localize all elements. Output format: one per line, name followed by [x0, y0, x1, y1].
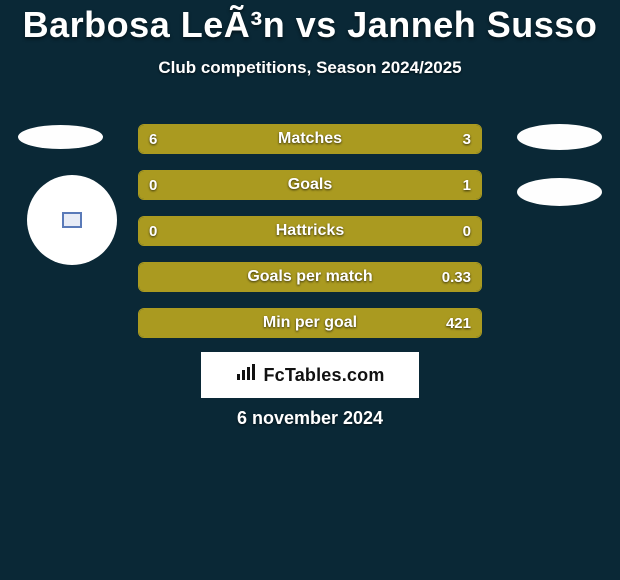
avatar-right-top: [517, 124, 602, 150]
stat-bar-right: [367, 125, 481, 153]
date-label: 6 november 2024: [0, 408, 620, 429]
stat-row-matches: 6 Matches 3: [138, 124, 482, 154]
badge-placeholder-icon: [62, 212, 82, 228]
stat-row-hattricks: 0 Hattricks 0: [138, 216, 482, 246]
stat-bar-left: [139, 171, 201, 199]
stat-bar-left: [139, 125, 367, 153]
brand-text: FcTables.com: [263, 365, 384, 386]
stat-bar-right: [160, 309, 481, 337]
stat-bar-right: [160, 263, 481, 291]
stat-bar-left: [139, 217, 481, 245]
stat-row-goals-per-match: Goals per match 0.33: [138, 262, 482, 292]
stat-row-min-per-goal: Min per goal 421: [138, 308, 482, 338]
stat-bar-left: [139, 263, 160, 291]
subtitle: Club competitions, Season 2024/2025: [0, 58, 620, 78]
page-title: Barbosa LeÃ³n vs Janneh Susso: [0, 0, 620, 46]
brand-link[interactable]: FcTables.com: [201, 352, 419, 398]
avatar-left-top: [18, 125, 103, 149]
avatar-right-bottom: [517, 178, 602, 206]
stat-row-goals: 0 Goals 1: [138, 170, 482, 200]
stat-bar-right: [201, 171, 481, 199]
stat-bar-left: [139, 309, 160, 337]
bar-chart-icon: [235, 364, 257, 387]
team-badge-left: [27, 175, 117, 265]
stats-container: 6 Matches 3 0 Goals 1 0 Hattricks 0 Goal…: [138, 124, 482, 354]
